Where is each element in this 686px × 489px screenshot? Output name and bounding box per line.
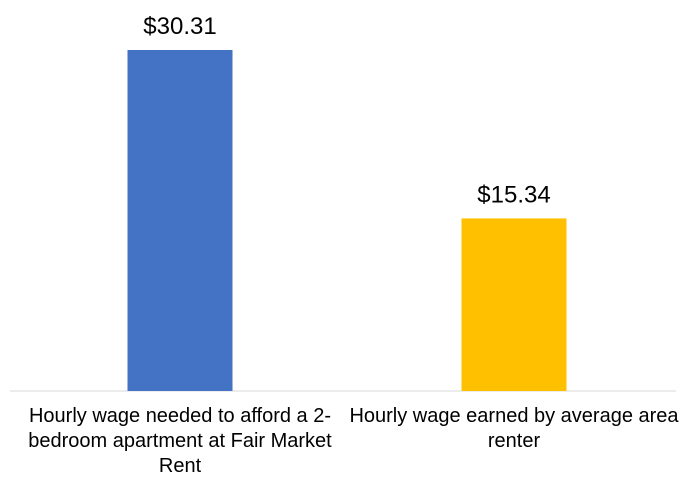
category-label: Hourly wage needed to afford a 2-bedroom… <box>28 405 332 477</box>
bar <box>461 218 567 391</box>
category-label: Hourly wage earned by average area rente… <box>349 405 679 452</box>
value-label: $30.31 <box>143 13 216 40</box>
value-label: $15.34 <box>477 181 550 208</box>
bar <box>127 50 233 391</box>
